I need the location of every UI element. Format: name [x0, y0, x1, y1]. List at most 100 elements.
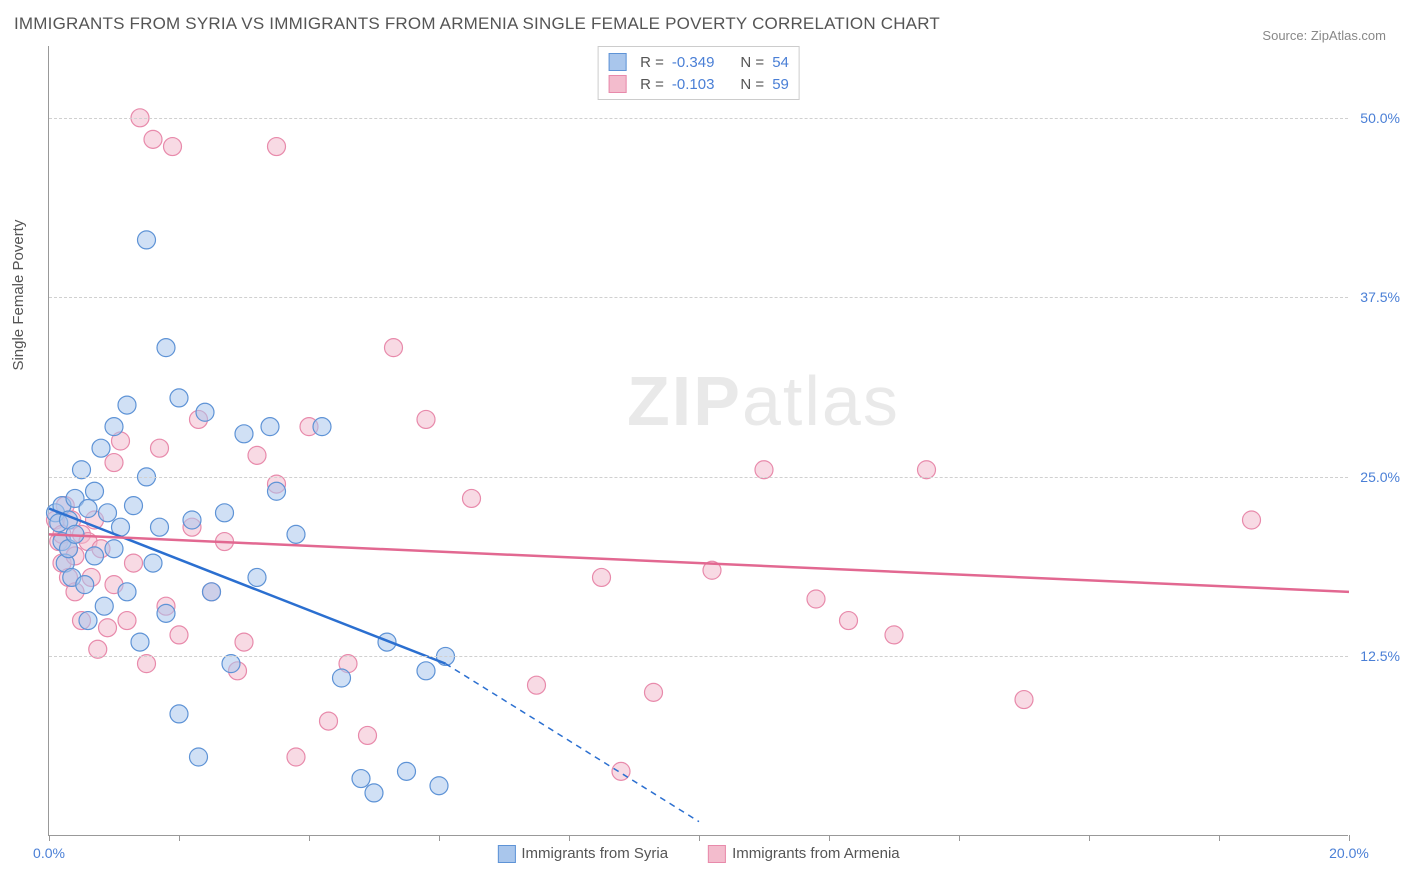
x-tick: [829, 835, 830, 841]
data-point: [313, 418, 331, 436]
data-point: [840, 612, 858, 630]
x-tick: [49, 835, 50, 841]
source-attribution: Source: ZipAtlas.com: [1262, 28, 1386, 43]
data-point: [86, 482, 104, 500]
data-point: [131, 633, 149, 651]
x-tick: [309, 835, 310, 841]
data-point: [268, 138, 286, 156]
x-tick: [179, 835, 180, 841]
legend-label: Immigrants from Syria: [521, 845, 668, 862]
data-point: [86, 547, 104, 565]
data-point: [287, 748, 305, 766]
data-point: [170, 626, 188, 644]
x-tick: [1219, 835, 1220, 841]
gridline: [49, 118, 1348, 119]
legend-item: Immigrants from Armenia: [708, 845, 900, 863]
data-point: [268, 482, 286, 500]
chart-title: IMMIGRANTS FROM SYRIA VS IMMIGRANTS FROM…: [14, 14, 940, 34]
legend-label: Immigrants from Armenia: [732, 845, 900, 862]
r-label: R =: [640, 54, 664, 71]
data-point: [352, 770, 370, 788]
data-point: [79, 500, 97, 518]
data-point: [248, 568, 266, 586]
data-point: [92, 439, 110, 457]
data-point: [190, 748, 208, 766]
data-point: [144, 130, 162, 148]
data-point: [118, 583, 136, 601]
legend-swatch-armenia: [608, 75, 626, 93]
data-point: [203, 583, 221, 601]
data-point: [118, 612, 136, 630]
data-point: [333, 669, 351, 687]
correlation-legend-row: R = -0.103 N = 59: [608, 73, 789, 95]
data-point: [105, 540, 123, 558]
x-tick-label: 0.0%: [33, 845, 65, 861]
data-point: [105, 418, 123, 436]
data-point: [593, 568, 611, 586]
data-point: [463, 489, 481, 507]
correlation-legend-row: R = -0.349 N = 54: [608, 51, 789, 73]
data-point: [79, 612, 97, 630]
correlation-legend: R = -0.349 N = 54 R = -0.103 N = 59: [597, 46, 800, 100]
gridline: [49, 297, 1348, 298]
data-point: [385, 339, 403, 357]
regression-line: [49, 534, 1349, 591]
data-point: [430, 777, 448, 795]
series-legend: Immigrants from Syria Immigrants from Arm…: [497, 845, 899, 863]
data-point: [164, 138, 182, 156]
data-point: [645, 683, 663, 701]
r-value-syria: -0.349: [672, 54, 715, 71]
x-tick-label: 20.0%: [1329, 845, 1369, 861]
x-tick: [439, 835, 440, 841]
x-tick: [1349, 835, 1350, 841]
y-tick-label: 50.0%: [1360, 110, 1400, 126]
x-tick: [959, 835, 960, 841]
gridline: [49, 477, 1348, 478]
data-point: [365, 784, 383, 802]
n-label: N =: [740, 76, 764, 93]
x-tick: [1089, 835, 1090, 841]
gridline: [49, 656, 1348, 657]
data-point: [261, 418, 279, 436]
data-point: [359, 726, 377, 744]
y-tick-label: 12.5%: [1360, 648, 1400, 664]
data-point: [885, 626, 903, 644]
data-point: [125, 497, 143, 515]
r-label: R =: [640, 76, 664, 93]
data-point: [196, 403, 214, 421]
data-point: [1015, 691, 1033, 709]
data-point: [151, 439, 169, 457]
data-point: [235, 633, 253, 651]
x-tick: [569, 835, 570, 841]
data-point: [157, 339, 175, 357]
data-point: [105, 454, 123, 472]
data-point: [99, 619, 117, 637]
y-tick-label: 25.0%: [1360, 469, 1400, 485]
n-value-armenia: 59: [772, 76, 789, 93]
legend-swatch: [497, 845, 515, 863]
data-point: [118, 396, 136, 414]
data-point: [183, 511, 201, 529]
data-point: [1243, 511, 1261, 529]
source-value: ZipAtlas.com: [1311, 28, 1386, 43]
data-point: [807, 590, 825, 608]
data-point: [528, 676, 546, 694]
data-point: [170, 705, 188, 723]
data-point: [99, 504, 117, 522]
data-point: [235, 425, 253, 443]
data-point: [170, 389, 188, 407]
n-label: N =: [740, 54, 764, 71]
r-value-armenia: -0.103: [672, 76, 715, 93]
data-point: [76, 576, 94, 594]
data-point: [125, 554, 143, 572]
data-point: [398, 762, 416, 780]
data-point: [138, 231, 156, 249]
y-axis-label: Single Female Poverty: [10, 220, 27, 371]
data-point: [320, 712, 338, 730]
y-tick-label: 37.5%: [1360, 289, 1400, 305]
data-point: [417, 410, 435, 428]
data-point: [216, 504, 234, 522]
data-point: [417, 662, 435, 680]
scatter-plot-svg: [49, 46, 1348, 835]
data-point: [95, 597, 113, 615]
